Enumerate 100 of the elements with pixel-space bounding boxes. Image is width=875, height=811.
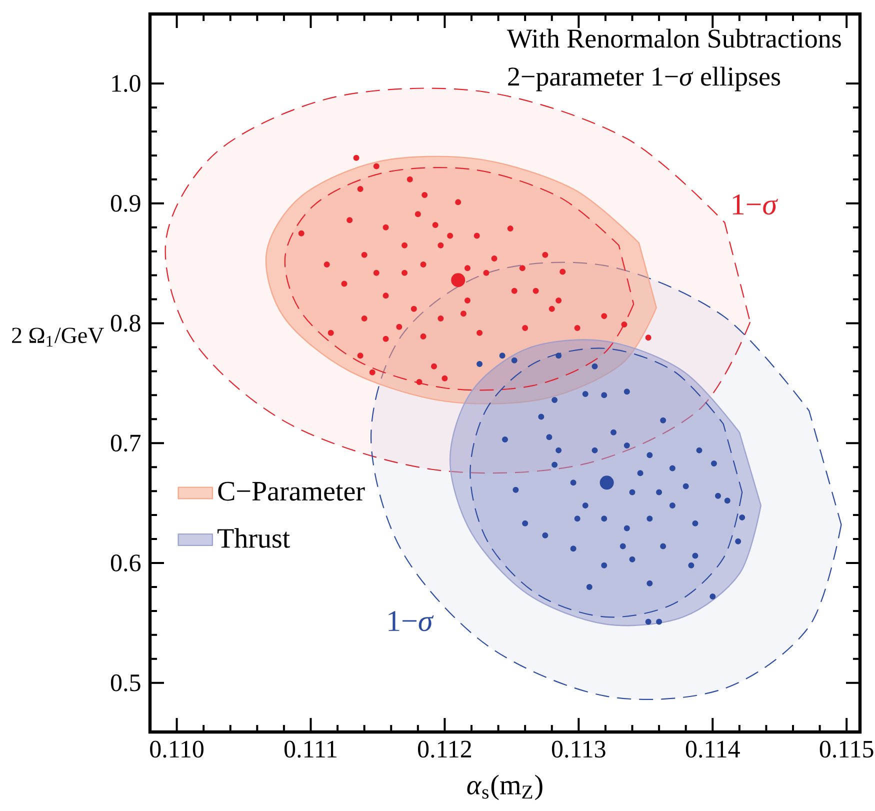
text: 2−parameter 1−σ ellipses [508, 66, 780, 92]
point [645, 334, 652, 341]
point [646, 452, 653, 458]
point [476, 330, 483, 336]
point [546, 434, 552, 440]
point [460, 310, 466, 317]
point [710, 460, 717, 467]
point [735, 538, 742, 544]
point [512, 486, 519, 493]
point [660, 417, 666, 424]
point [582, 502, 588, 508]
point [476, 361, 483, 368]
point [739, 514, 746, 520]
point [382, 224, 389, 230]
point [688, 562, 694, 568]
point [369, 369, 376, 376]
point [552, 462, 558, 468]
point [601, 392, 608, 398]
point [592, 363, 598, 370]
point [637, 470, 644, 476]
point [624, 442, 630, 449]
x-tick-label: 0.114 [686, 740, 740, 758]
point [361, 252, 368, 258]
point [692, 520, 698, 526]
legend-label: Thrust [218, 528, 290, 548]
y-tick-label: 0.7 [110, 434, 141, 452]
point [682, 483, 689, 490]
chart-title: With Renormalon Subtractions [507, 28, 841, 48]
point [714, 492, 721, 499]
point [556, 447, 562, 454]
point [532, 288, 539, 294]
point [346, 217, 353, 224]
point [373, 163, 380, 170]
point [601, 516, 608, 522]
point [382, 336, 389, 342]
point [669, 465, 676, 472]
point [464, 265, 470, 272]
point [455, 199, 462, 206]
point [556, 352, 562, 359]
point [328, 330, 334, 336]
point [432, 222, 438, 228]
point [624, 525, 630, 532]
point [629, 556, 636, 562]
point [560, 268, 566, 275]
y-axis-title: 2 Ω$_{1}$/GeV [12, 328, 104, 347]
point [361, 315, 368, 322]
point [601, 562, 608, 568]
y-tick-label: 0.6 [110, 554, 141, 572]
point [422, 192, 428, 198]
point [522, 520, 528, 526]
point [724, 498, 730, 504]
point [621, 321, 628, 328]
point [542, 532, 548, 538]
point [696, 447, 702, 454]
point [601, 313, 608, 320]
point [646, 516, 653, 522]
point [416, 378, 422, 385]
point [538, 414, 544, 420]
point [692, 552, 698, 559]
point [620, 543, 626, 550]
point [324, 262, 330, 268]
y-tick-label: 1.0 [112, 75, 140, 92]
point [298, 230, 304, 236]
point [600, 476, 614, 490]
point [552, 396, 558, 403]
point [656, 489, 662, 496]
point [474, 232, 480, 239]
point [507, 226, 514, 232]
y-tick-label: 0.8 [110, 314, 140, 332]
x-tick-label: 0.112 [418, 740, 472, 758]
x-tick-label: 0.111 [284, 740, 336, 758]
point [464, 297, 470, 304]
point [570, 546, 576, 552]
point [420, 262, 426, 268]
point [438, 315, 444, 322]
annotation: 1−σ [732, 194, 778, 215]
point [610, 429, 616, 436]
point [574, 516, 580, 522]
point [382, 292, 389, 299]
point [499, 352, 506, 359]
annotation: 1−σ [388, 611, 434, 632]
point [396, 324, 402, 330]
point [402, 270, 408, 276]
point [341, 280, 348, 287]
point [646, 580, 653, 586]
point [629, 489, 636, 496]
point [519, 265, 526, 272]
y-tick-label: 0.5 [110, 674, 140, 692]
point [357, 186, 364, 192]
point [556, 297, 562, 304]
point [451, 273, 466, 288]
point [406, 176, 413, 182]
point [491, 256, 498, 262]
point [447, 232, 454, 239]
point [511, 357, 518, 364]
point [511, 288, 518, 294]
point [710, 594, 716, 600]
point [414, 211, 421, 218]
legend-label: C−Parameter [218, 482, 365, 501]
x-axis-title: α$_{s}$(m$_{Z}$) [467, 774, 542, 800]
